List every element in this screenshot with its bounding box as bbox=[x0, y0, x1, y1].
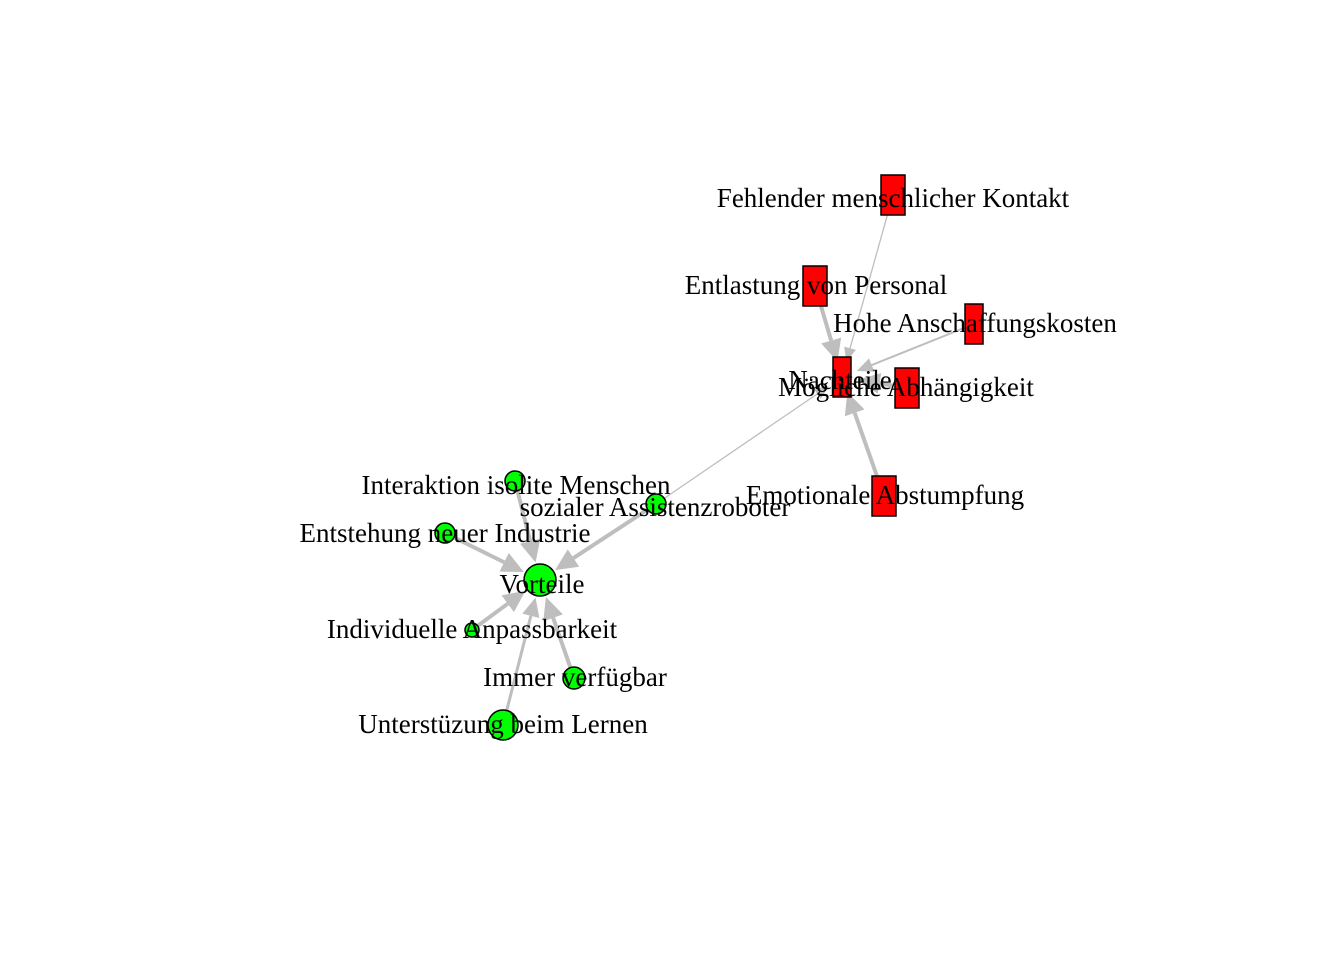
node-vorteile bbox=[523, 563, 557, 597]
node-immer bbox=[562, 666, 586, 690]
edge-entstehung-to-vorteile bbox=[444, 531, 524, 573]
nodes-layer bbox=[434, 174, 984, 741]
node-label-entstehung: Entstehung neuer Industrie bbox=[300, 518, 591, 548]
node-entlastung bbox=[802, 265, 828, 307]
node-sozialer bbox=[645, 493, 667, 515]
node-label-immer: Immer verfügbar bbox=[483, 662, 667, 692]
node-individuelle bbox=[464, 622, 480, 638]
node-label-moegliche: Mögliche Abhängigkeit bbox=[778, 372, 1034, 402]
node-moegliche bbox=[894, 367, 920, 409]
node-entstehung bbox=[434, 522, 456, 544]
node-fehlender bbox=[880, 174, 906, 216]
node-label-emotionale: Emotionale Abstumpfung bbox=[746, 480, 1024, 510]
edge-sozialer-to-vorteile bbox=[555, 502, 658, 571]
node-nachteile bbox=[832, 356, 852, 398]
node-hohe bbox=[964, 303, 984, 345]
node-emotionale bbox=[871, 475, 897, 517]
node-label-entlastung: Entlastung von Personal bbox=[685, 270, 947, 300]
edge-unterstuezung-to-vorteile bbox=[501, 597, 540, 726]
node-label-vorteile: Vorteile bbox=[500, 569, 585, 599]
edge-hohe-to-nachteile bbox=[856, 323, 975, 372]
edges-layer bbox=[444, 194, 975, 726]
labels-layer: Fehlender menschlicher Kontakt Entlastung… bbox=[300, 183, 1118, 739]
node-label-unterstuezung: Unterstüzung beim Lernen bbox=[358, 709, 648, 739]
node-label-hohe: Hohe Anschaffungskosten bbox=[833, 308, 1117, 338]
node-label-sozialer: sozialer Assistenzroboter bbox=[520, 492, 791, 522]
node-unterstuezung bbox=[487, 709, 519, 741]
node-interaktion bbox=[504, 470, 526, 492]
node-label-nachteile: Nachteile bbox=[788, 365, 891, 395]
edge-sozialer-to-nachteile bbox=[655, 386, 829, 505]
node-label-fehlender: Fehlender menschlicher Kontakt bbox=[717, 183, 1070, 213]
node-label-interaktion: Interaktion isolite Menschen bbox=[362, 470, 671, 500]
node-label-individuelle: Individuelle Anpassbarkeit bbox=[327, 614, 618, 644]
